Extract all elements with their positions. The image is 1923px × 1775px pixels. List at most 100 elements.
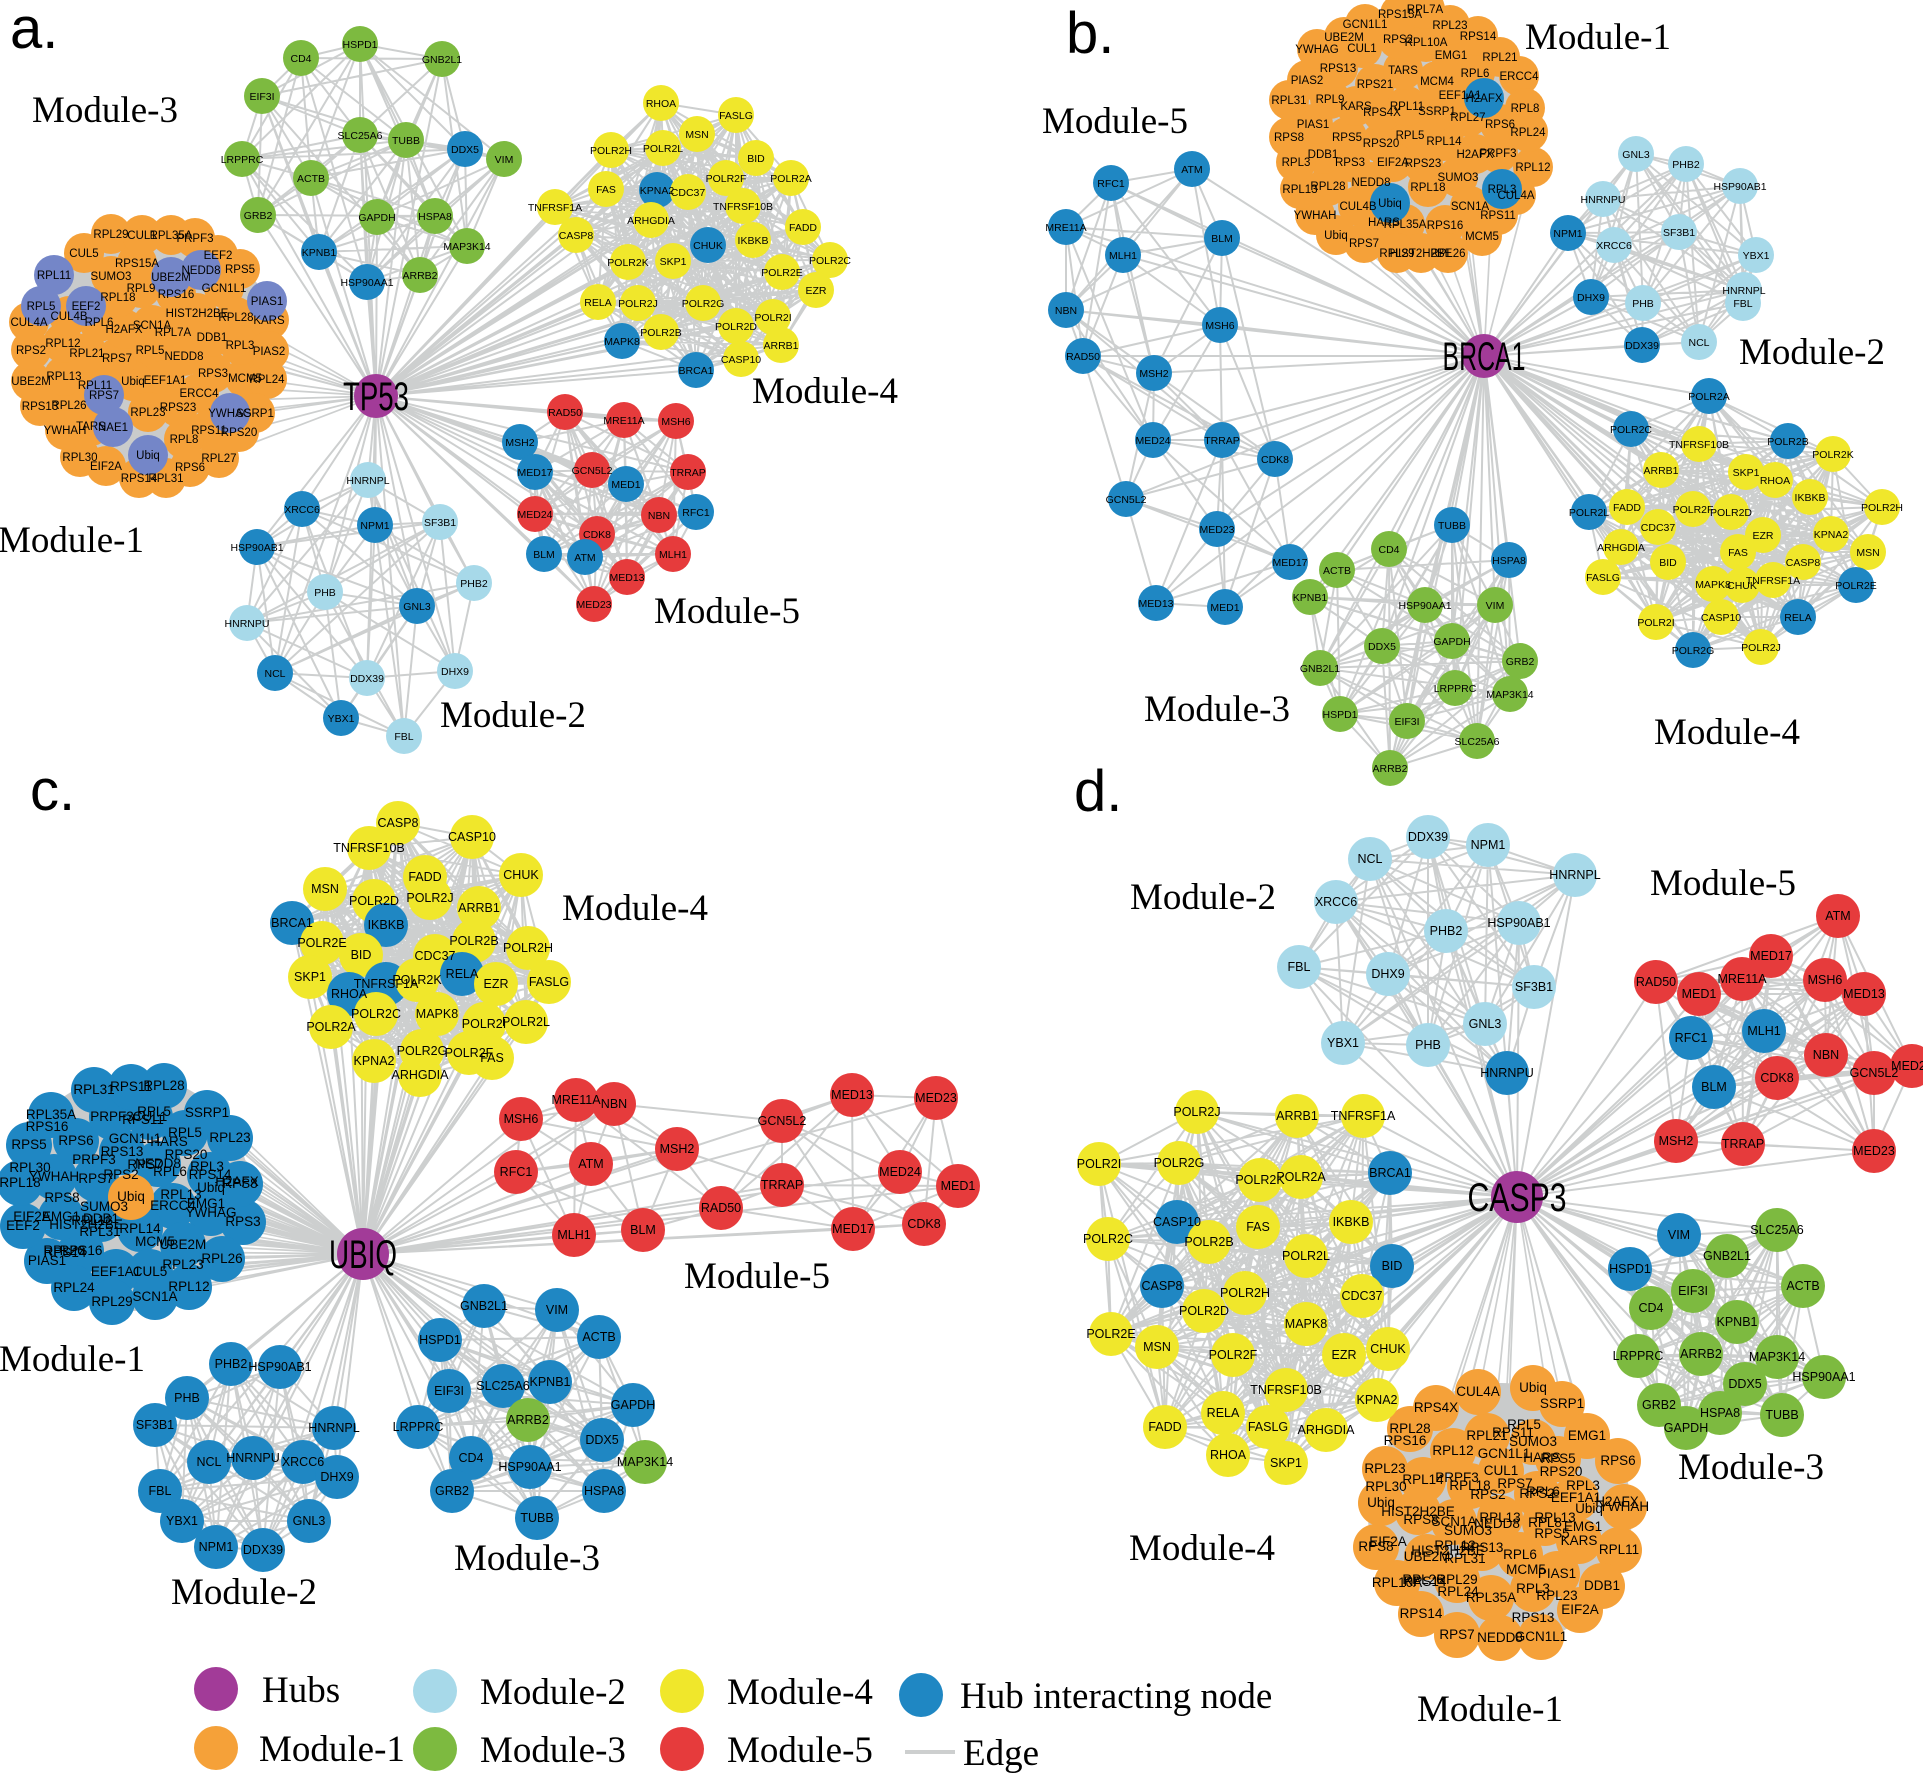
svg-text:DDX39: DDX39 — [243, 1543, 283, 1557]
svg-text:RPL26: RPL26 — [201, 1251, 242, 1266]
svg-text:SUMO3: SUMO3 — [1444, 1523, 1492, 1538]
svg-text:RPL26: RPL26 — [43, 1243, 84, 1258]
svg-text:TRRAP: TRRAP — [761, 1178, 803, 1192]
svg-text:HSPA8: HSPA8 — [418, 211, 452, 223]
svg-text:RPL24: RPL24 — [1510, 127, 1546, 139]
svg-text:GCN1L1: GCN1L1 — [1515, 1629, 1568, 1644]
svg-text:RPL35A: RPL35A — [1384, 219, 1427, 231]
svg-text:HIST2H2BE: HIST2H2BE — [1390, 248, 1453, 260]
svg-text:POLR2I: POLR2I — [1637, 617, 1674, 629]
svg-text:UBE2M: UBE2M — [160, 1237, 207, 1252]
svg-text:HIST2H2BE: HIST2H2BE — [1381, 1504, 1455, 1519]
svg-text:RPL6: RPL6 — [1461, 68, 1490, 80]
svg-text:RPS5: RPS5 — [225, 264, 255, 276]
svg-text:GNL3: GNL3 — [403, 601, 431, 613]
svg-text:MSH2: MSH2 — [1139, 368, 1168, 380]
svg-text:EZR: EZR — [1753, 530, 1774, 542]
svg-text:RPL26: RPL26 — [1402, 1572, 1443, 1587]
svg-text:ACTB: ACTB — [1786, 1279, 1819, 1293]
svg-text:RPL28: RPL28 — [1389, 1421, 1430, 1436]
svg-text:RPL23: RPL23 — [1432, 20, 1467, 32]
svg-text:Hubs: Hubs — [262, 1670, 340, 1711]
svg-text:RPS6: RPS6 — [58, 1133, 93, 1148]
svg-text:SSRP1: SSRP1 — [1418, 106, 1456, 118]
svg-text:POLR2A: POLR2A — [1276, 1170, 1326, 1184]
svg-text:Module-3: Module-3 — [32, 90, 178, 131]
svg-text:POLR2C: POLR2C — [1610, 424, 1652, 436]
svg-text:RPL5: RPL5 — [1396, 130, 1425, 142]
svg-text:KPNB1: KPNB1 — [530, 1375, 571, 1389]
svg-text:HSP90AA1: HSP90AA1 — [498, 1460, 561, 1474]
svg-text:GCN5L2: GCN5L2 — [572, 465, 613, 477]
svg-text:RPL29: RPL29 — [1436, 1572, 1477, 1587]
svg-text:MED24: MED24 — [1891, 1059, 1923, 1073]
svg-text:POLR2D: POLR2D — [1179, 1304, 1229, 1318]
svg-text:MSN: MSN — [311, 882, 339, 896]
svg-text:EZR: EZR — [484, 977, 509, 991]
svg-text:RPS13: RPS13 — [22, 401, 58, 413]
svg-text:SLC25A6: SLC25A6 — [476, 1379, 530, 1393]
svg-text:b.: b. — [1066, 1, 1114, 66]
svg-text:CUL4A: CUL4A — [1497, 190, 1534, 202]
svg-text:RPL5: RPL5 — [168, 1125, 202, 1140]
svg-text:SCN1A: SCN1A — [133, 320, 172, 332]
svg-text:RPL6: RPL6 — [1503, 1547, 1537, 1562]
svg-text:UBE2M: UBE2M — [11, 376, 51, 388]
svg-text:PRPF3: PRPF3 — [72, 1152, 116, 1167]
svg-text:NBN: NBN — [1813, 1048, 1839, 1062]
svg-text:RPS3: RPS3 — [198, 368, 228, 380]
svg-text:RPS16: RPS16 — [1384, 1433, 1427, 1448]
svg-text:TRRAP: TRRAP — [670, 467, 706, 479]
svg-text:MED23: MED23 — [576, 599, 611, 611]
svg-text:RPS2: RPS2 — [1470, 1487, 1505, 1502]
svg-text:HSP90AB1: HSP90AB1 — [248, 1360, 311, 1374]
svg-text:VIM: VIM — [546, 1303, 568, 1317]
svg-text:d.: d. — [1074, 759, 1122, 824]
svg-text:POLR2G: POLR2G — [397, 1044, 448, 1058]
svg-text:ARRB2: ARRB2 — [507, 1413, 549, 1427]
svg-text:RPS3: RPS3 — [225, 1214, 260, 1229]
svg-text:MSN: MSN — [1856, 547, 1879, 559]
svg-text:Ubiq: Ubiq — [1575, 1501, 1603, 1516]
svg-text:ERCC4: ERCC4 — [180, 388, 220, 400]
svg-text:GCN5L2: GCN5L2 — [758, 1114, 807, 1128]
svg-text:RPS20: RPS20 — [1363, 138, 1399, 150]
svg-text:MAPK8: MAPK8 — [416, 1007, 458, 1021]
svg-text:RPL12: RPL12 — [1432, 1443, 1473, 1458]
svg-text:RPS14: RPS14 — [44, 1245, 87, 1260]
svg-text:FAS: FAS — [596, 184, 616, 196]
svg-text:Ubiq: Ubiq — [1519, 1380, 1547, 1395]
svg-text:HARS: HARS — [1523, 1450, 1561, 1465]
svg-text:TUBB: TUBB — [1438, 520, 1466, 532]
svg-text:RFC1: RFC1 — [682, 507, 710, 519]
svg-text:SCN1A: SCN1A — [1431, 1514, 1476, 1529]
svg-text:RPS13: RPS13 — [101, 1144, 144, 1159]
svg-text:CHUK: CHUK — [1727, 580, 1757, 592]
svg-text:RPL13: RPL13 — [1534, 1510, 1575, 1525]
svg-text:RPL29: RPL29 — [1379, 248, 1414, 260]
svg-text:RPL35A: RPL35A — [150, 230, 193, 242]
svg-text:RHOA: RHOA — [646, 98, 676, 110]
svg-text:CDC37: CDC37 — [1641, 522, 1676, 534]
svg-text:HNRNPL: HNRNPL — [1722, 285, 1765, 297]
svg-text:RPL13: RPL13 — [160, 1187, 201, 1202]
svg-text:POLR2L: POLR2L — [1282, 1249, 1330, 1263]
svg-text:GNL3: GNL3 — [293, 1514, 326, 1528]
svg-text:SCN1A: SCN1A — [1451, 201, 1490, 213]
svg-text:HSP90AB1: HSP90AB1 — [230, 542, 283, 554]
svg-text:GNB2L1: GNB2L1 — [1703, 1249, 1751, 1263]
svg-text:Module-4: Module-4 — [1654, 712, 1800, 753]
svg-text:Module-1: Module-1 — [259, 1729, 405, 1770]
svg-text:Module-3: Module-3 — [454, 1538, 600, 1579]
svg-text:RPL8: RPL8 — [170, 434, 199, 446]
svg-text:POLR2F: POLR2F — [1209, 1348, 1258, 1362]
svg-text:POLR2F: POLR2F — [445, 1046, 494, 1060]
svg-text:FAS: FAS — [1246, 1220, 1270, 1234]
svg-text:RPS16: RPS16 — [1427, 220, 1463, 232]
svg-text:GNB2L1: GNB2L1 — [422, 54, 462, 66]
svg-text:FBL: FBL — [149, 1484, 172, 1498]
svg-text:RPL10A: RPL10A — [1372, 1575, 1422, 1590]
svg-text:RPS2: RPS2 — [103, 1167, 138, 1182]
svg-text:POLR2A: POLR2A — [1688, 391, 1729, 403]
svg-text:RPL7A: RPL7A — [1407, 4, 1444, 16]
